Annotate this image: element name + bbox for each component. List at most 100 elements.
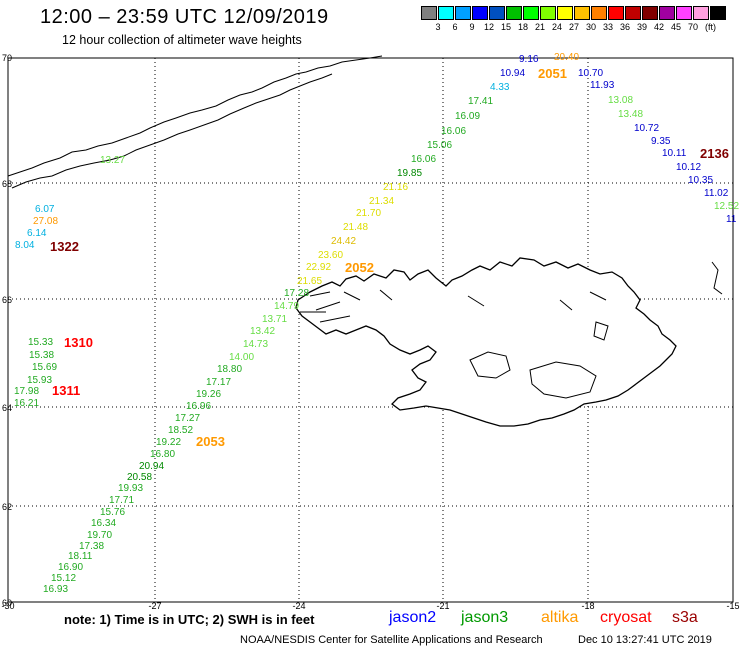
wave-height-value: 4.33 (490, 82, 510, 93)
wave-height-value: 16.09 (455, 111, 480, 122)
longitude-label: -15 (726, 601, 739, 611)
wave-height-value: 11 (726, 214, 737, 225)
wave-height-value: 20.94 (139, 461, 164, 472)
wave-height-value: 16.96 (186, 401, 211, 412)
longitude-label: -21 (436, 601, 449, 611)
legend-label: 24 (551, 22, 563, 32)
wave-height-value: 17.41 (468, 96, 493, 107)
pass-time-label: 2136 (700, 146, 729, 161)
legend-swatch (642, 6, 658, 20)
legend-swatch (523, 6, 539, 20)
legend-label: 18 (517, 22, 529, 32)
pass-time-label: 2051 (538, 66, 567, 81)
wave-height-value: 14.79 (274, 301, 299, 312)
longitude-label: -24 (292, 601, 305, 611)
wave-height-value: 15.06 (427, 140, 452, 151)
legend-label: 12 (483, 22, 495, 32)
wave-height-value: 10.94 (500, 68, 525, 79)
observation-labels: 9.16 20.40 10.94 10.70 4.33 11.93 17.41 13.08 16… (14, 52, 739, 595)
wave-height-value: 16.21 (14, 398, 39, 409)
wave-height-value: 17.27 (175, 413, 200, 424)
legend-swatch (540, 6, 556, 20)
legend-label: 27 (568, 22, 580, 32)
legend-label: 42 (653, 22, 665, 32)
greenland-coastline-inner (11, 73, 333, 189)
legend-swatch (659, 6, 675, 20)
legend-swatch (506, 6, 522, 20)
legend-label: 6 (452, 22, 458, 32)
legend-swatch (676, 6, 692, 20)
wave-height-value: 9.16 (519, 54, 539, 65)
latitude-label: 60 (2, 598, 12, 608)
legend-swatch (489, 6, 505, 20)
wave-height-value: 10.35 (688, 175, 713, 186)
legend-swatch (557, 6, 573, 20)
legend-swatch (710, 6, 726, 20)
pass-time-label: 2052 (345, 260, 374, 275)
jan-mayen-coast (711, 261, 723, 295)
wave-height-value: 21.70 (356, 208, 381, 219)
satellite-legend-jason2: jason2 (389, 609, 437, 626)
wave-height-value: 27.08 (33, 216, 58, 227)
pass-time-label: 1311 (52, 383, 80, 398)
wave-height-value: 13.27 (100, 155, 125, 166)
credit-text: NOAA/NESDIS Center for Satellite Applica… (240, 634, 543, 646)
wave-height-value: 19.85 (397, 168, 422, 179)
wave-height-value: 9.35 (651, 136, 671, 147)
wave-height-value: 21.16 (383, 182, 408, 193)
wave-height-value: 13.08 (608, 95, 633, 106)
latitude-label: 64 (2, 403, 12, 413)
legend-swatch (574, 6, 590, 20)
satellite-legend-jason3: jason3 (461, 609, 509, 626)
chart-subtitle: 12 hour collection of altimeter wave hei… (62, 33, 302, 47)
legend-swatch (591, 6, 607, 20)
legend-label: 15 (500, 22, 512, 32)
wave-height-value: 15.12 (51, 573, 76, 584)
latitude-label: 62 (2, 502, 12, 512)
wave-height-value: 6.07 (35, 204, 55, 215)
wave-height-value: 16.80 (150, 449, 175, 460)
wave-height-value: 11.93 (590, 80, 615, 91)
legend-label: 39 (636, 22, 648, 32)
wave-height-value: 10.70 (578, 68, 603, 79)
wave-height-value: 13.42 (250, 326, 275, 337)
longitude-label: -27 (148, 601, 161, 611)
legend-label: 36 (619, 22, 631, 32)
wave-height-value: 15.76 (100, 507, 125, 518)
wave-height-value: 16.34 (91, 518, 116, 529)
pass-time-label: 1322 (50, 239, 79, 254)
pass-time-label: 2053 (196, 434, 225, 449)
wave-height-value: 18.80 (217, 364, 242, 375)
wave-height-value: 8.04 (15, 240, 35, 251)
legend-swatch (438, 6, 454, 20)
legend-label: 45 (670, 22, 682, 32)
legend-swatch (472, 6, 488, 20)
generated-timestamp: Dec 10 13:27:41 UTC 2019 (578, 634, 712, 646)
chart-title: 12:00 – 23:59 UTC 12/09/2019 (40, 6, 329, 28)
legend-swatch (625, 6, 641, 20)
wave-height-value: 19.22 (156, 437, 181, 448)
wave-height-value: 17.17 (206, 377, 231, 388)
legend-unit: (ft) (705, 22, 716, 32)
wave-height-value: 20.40 (554, 52, 579, 63)
legend-label: 33 (602, 22, 614, 32)
wave-height-value: 14.00 (229, 352, 254, 363)
wave-height-value: 15.38 (29, 350, 54, 361)
legend-label: 30 (585, 22, 597, 32)
latitude-label: 66 (2, 295, 12, 305)
wave-height-value: 17.98 (14, 386, 39, 397)
wave-height-value: 19.93 (118, 483, 143, 494)
wave-height-value: 21.48 (343, 222, 368, 233)
wave-height-value: 19.26 (196, 389, 221, 400)
wave-height-value: 15.69 (32, 362, 57, 373)
wave-height-value: 14.73 (243, 339, 268, 350)
wave-height-value: 17.28 (284, 288, 309, 299)
satellite-legend-s3a: s3a (672, 609, 698, 626)
iceland-fjords (300, 289, 607, 323)
legend-swatch (455, 6, 471, 20)
iceland-glacier (469, 321, 609, 399)
legend-label: 21 (534, 22, 546, 32)
satellite-legend-altika: altika (541, 609, 579, 626)
wave-height-value: 18.52 (168, 425, 193, 436)
